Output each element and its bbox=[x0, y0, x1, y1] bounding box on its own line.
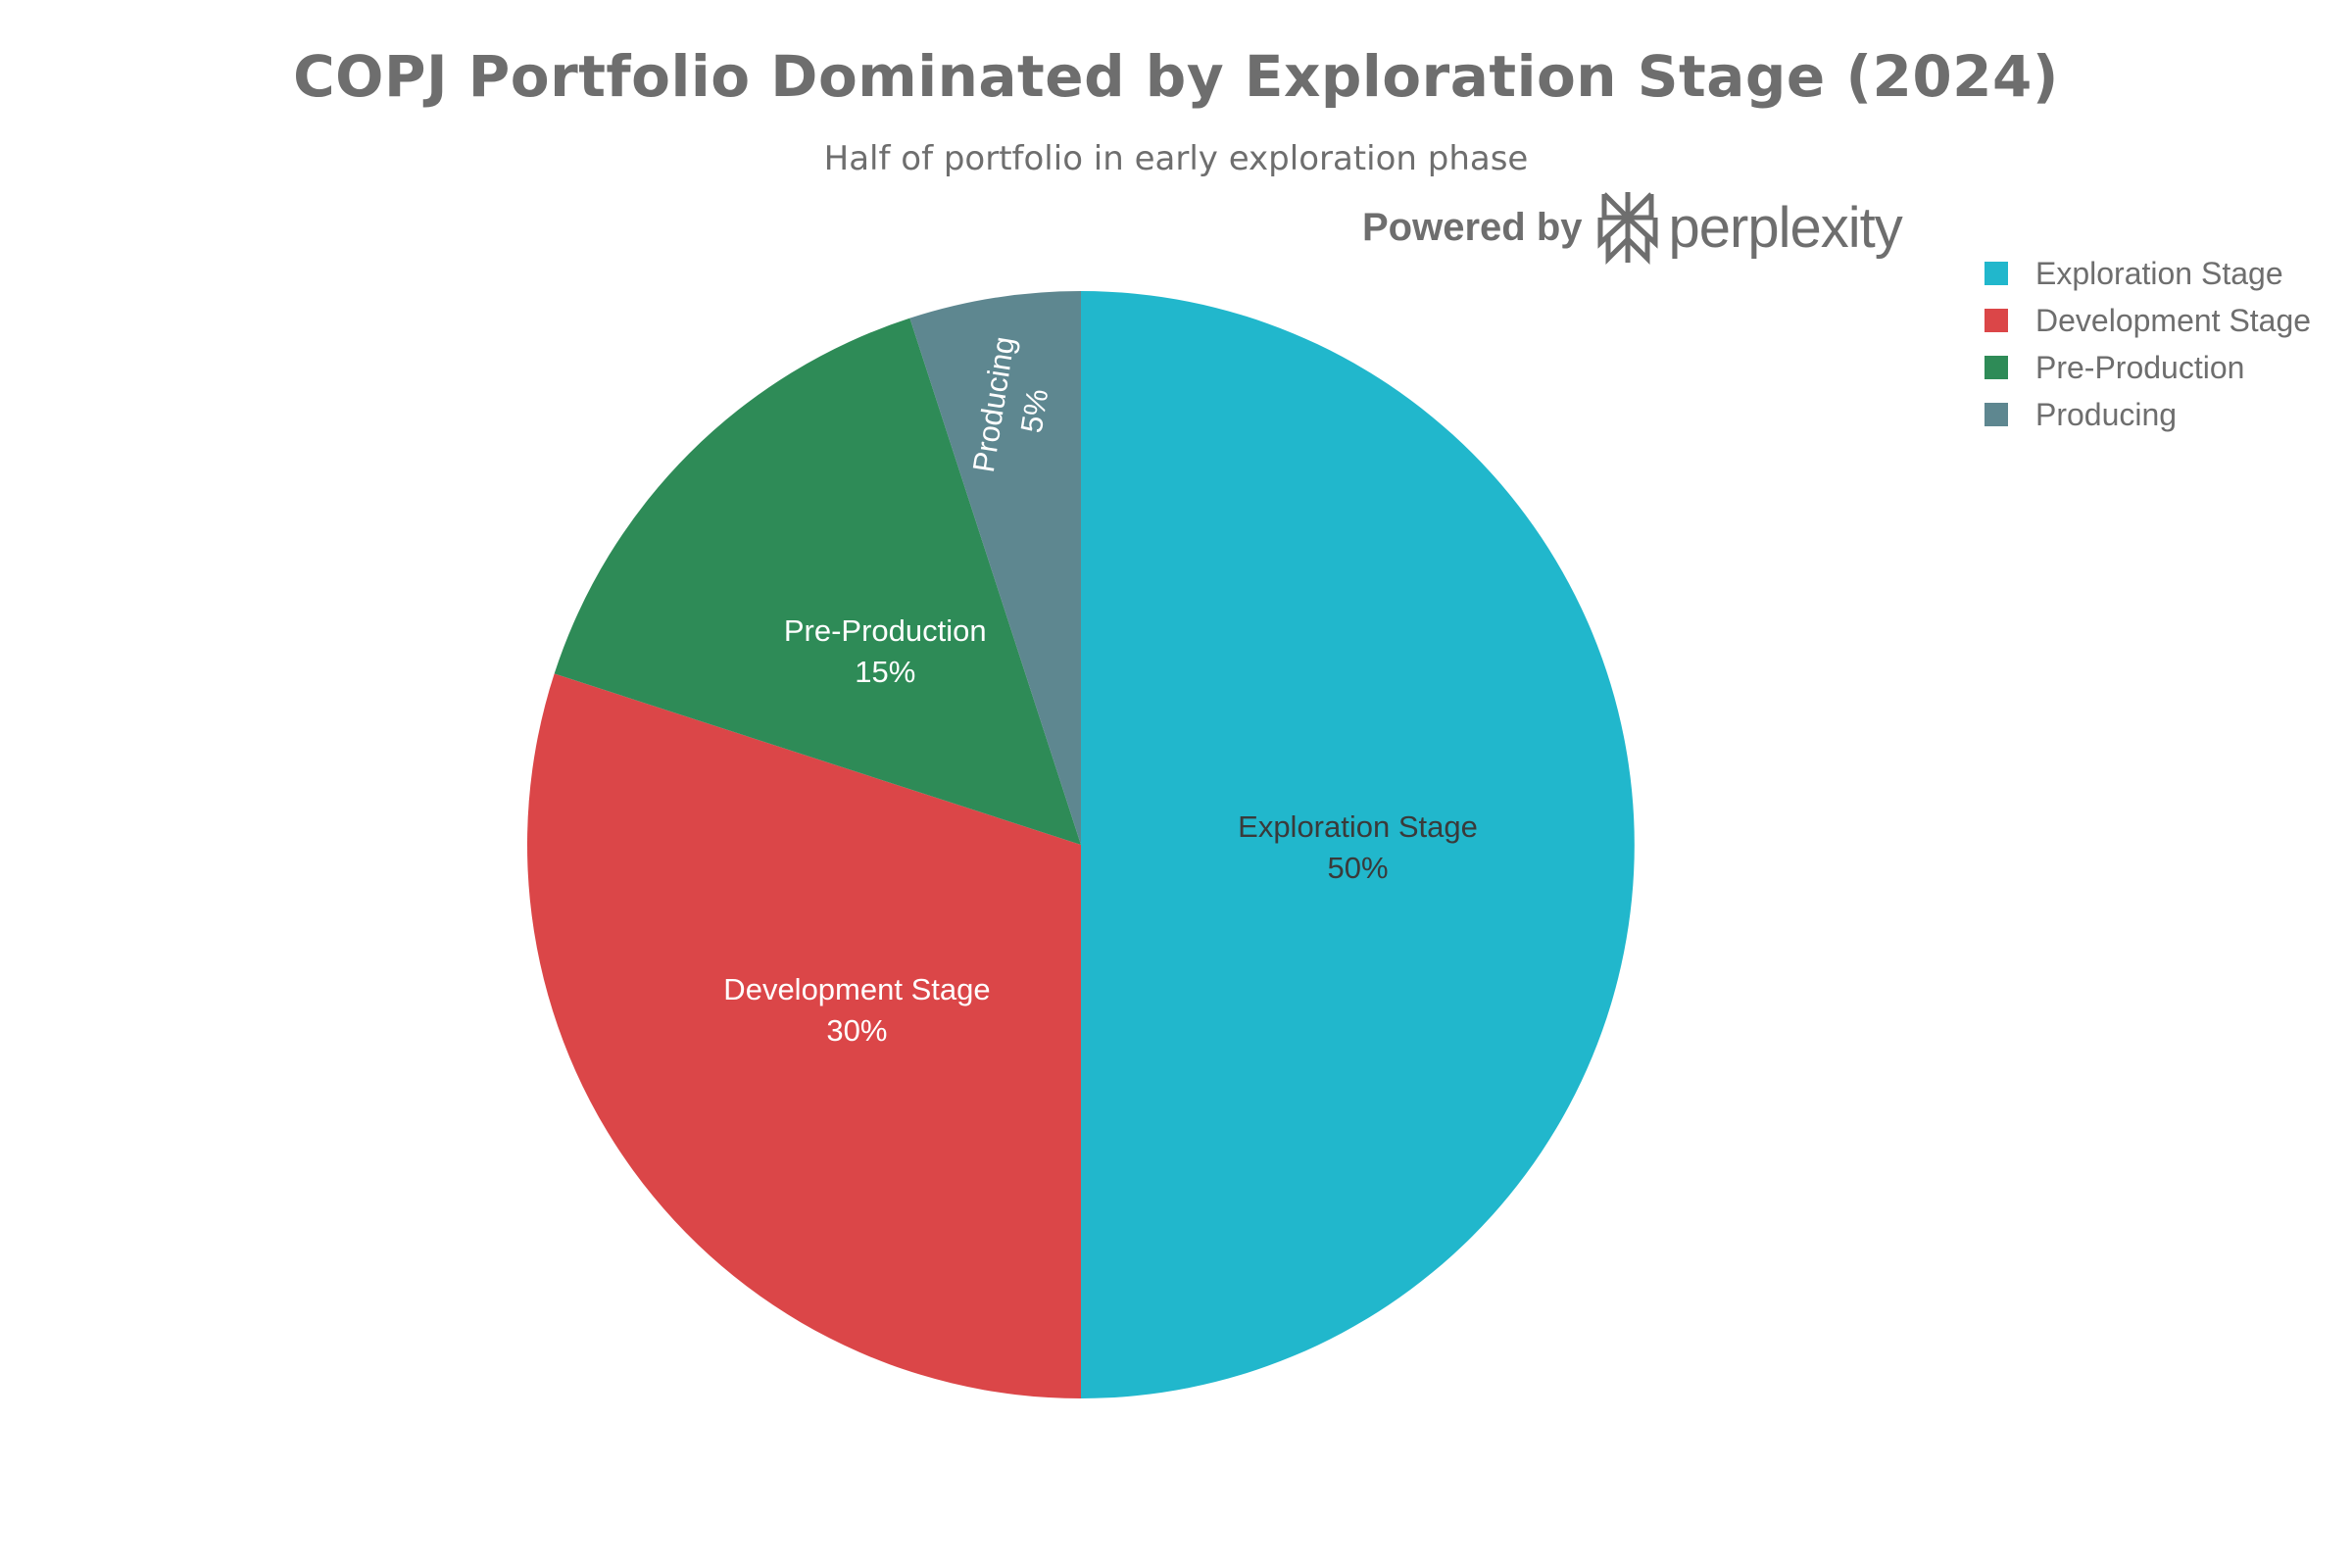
legend-item-producing[interactable]: Producing bbox=[1984, 391, 2311, 438]
chart-title: COPJ Portfolio Dominated by Exploration … bbox=[293, 43, 2059, 110]
powered-by-label: Powered by bbox=[1362, 205, 1583, 249]
perplexity-logo-icon bbox=[1597, 192, 1658, 265]
slice-label-development-stage: Development Stage 30% bbox=[723, 972, 990, 1048]
pie-slice-pre-production bbox=[554, 318, 1081, 845]
slice-label-pre-production: Pre-Production 15% bbox=[784, 613, 987, 689]
legend-item-pre-production[interactable]: Pre-Production bbox=[1984, 344, 2311, 391]
pie-slice-producing bbox=[909, 291, 1081, 845]
powered-by-badge: Powered by perplexity bbox=[1362, 188, 1903, 267]
slice-label-exploration-stage: Exploration Stage 50% bbox=[1238, 809, 1478, 885]
chart-legend: Exploration Stage Development Stage Pre-Pr… bbox=[1984, 250, 2311, 438]
legend-item-development-stage[interactable]: Development Stage bbox=[1984, 297, 2311, 344]
legend-swatch bbox=[1984, 356, 2008, 379]
legend-swatch bbox=[1984, 262, 2008, 285]
pie-slice-development-stage bbox=[526, 673, 1081, 1398]
legend-label: Development Stage bbox=[2035, 302, 2312, 338]
legend-label: Pre-Production bbox=[2035, 349, 2245, 385]
chart-subtitle: Half of portfolio in early exploration p… bbox=[823, 139, 1529, 178]
legend-swatch bbox=[1984, 403, 2008, 426]
pie-slice-exploration-stage bbox=[1081, 291, 1635, 1398]
perplexity-wordmark: perplexity bbox=[1668, 195, 1903, 260]
legend-label: Producing bbox=[2035, 396, 2178, 432]
legend-swatch bbox=[1984, 309, 2008, 332]
legend-item-exploration-stage[interactable]: Exploration Stage bbox=[1984, 250, 2311, 297]
legend-label: Exploration Stage bbox=[2035, 255, 2283, 291]
